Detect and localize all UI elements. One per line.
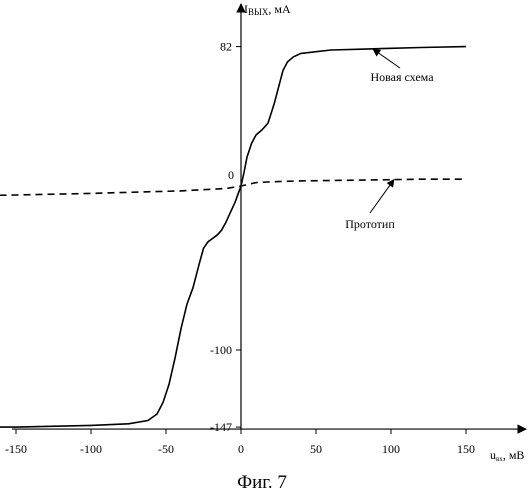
series-group bbox=[0, 47, 466, 428]
x-tick-label: -100 bbox=[80, 442, 102, 456]
y-tick-label: -147 bbox=[210, 420, 232, 434]
x-tick-label: 150 bbox=[457, 442, 475, 456]
annotation-new-scheme-arrow bbox=[373, 49, 400, 68]
x-axis-label: uвх, мВ bbox=[490, 448, 524, 463]
y-tick-label: -100 bbox=[210, 343, 232, 357]
axes bbox=[12, 4, 526, 429]
figure-caption: Фиг. 7 bbox=[237, 472, 287, 493]
annotation-prototype-arrow bbox=[370, 180, 394, 213]
y-tick-label: 82 bbox=[220, 40, 232, 54]
x-tick-label: 100 bbox=[382, 442, 400, 456]
x-tick-label: 0 bbox=[238, 442, 244, 456]
series-line-new-scheme bbox=[0, 47, 466, 428]
annotation-prototype: Прототип bbox=[345, 217, 395, 231]
x-tick-label: -50 bbox=[158, 442, 174, 456]
origin-label: 0 bbox=[228, 168, 234, 182]
annotations: Новая схема Прототип bbox=[345, 49, 434, 231]
x-tick-label: -150 bbox=[5, 442, 27, 456]
annotation-new-scheme: Новая схема bbox=[370, 70, 434, 84]
ticks: -150 -100 -50 0 50 100 150 82 -100 -147 bbox=[5, 40, 475, 456]
x-tick-label: 50 bbox=[310, 442, 322, 456]
y-axis-label: IВЫХ, мА bbox=[244, 2, 291, 17]
